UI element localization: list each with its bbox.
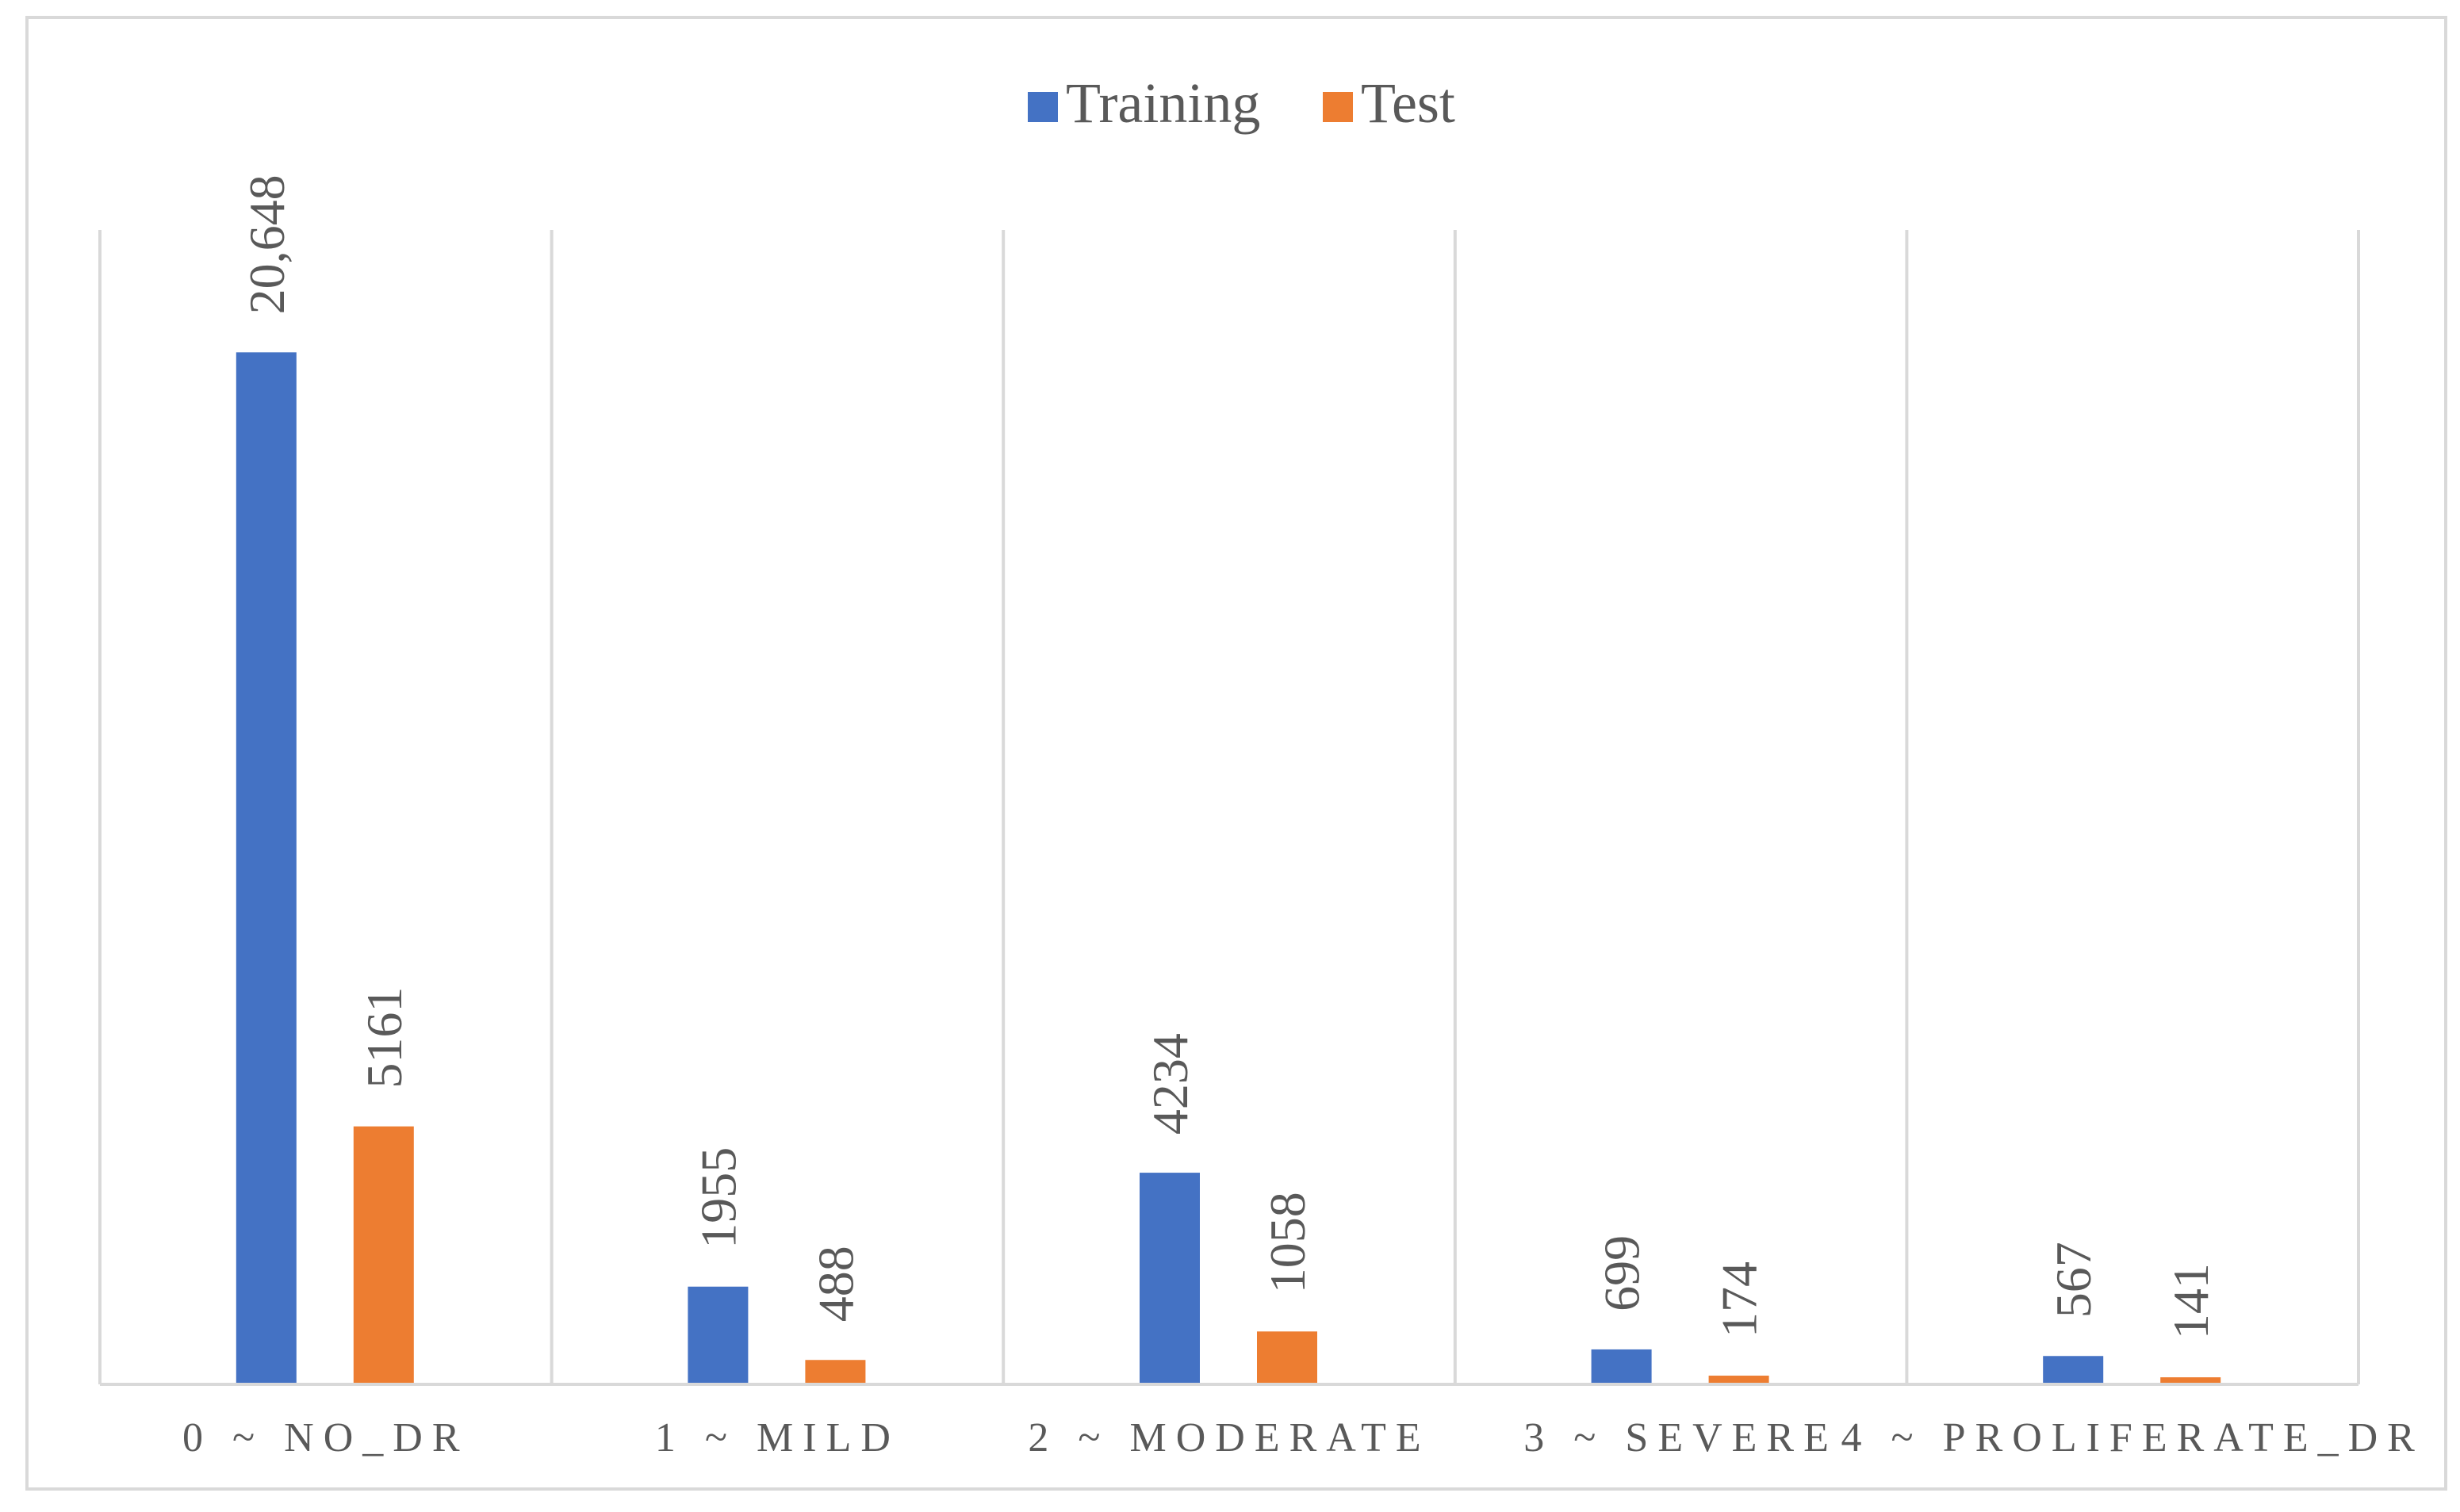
bars — [236, 352, 2221, 1384]
x-tick-label: 0 ~ NO_DR — [182, 1415, 469, 1460]
bar-training-4 — [2043, 1356, 2104, 1384]
data-label-test-0: 5161 — [356, 987, 412, 1089]
data-label-test-4: 141 — [2163, 1263, 2219, 1339]
data-label-training-1: 1955 — [690, 1147, 746, 1249]
x-tick-label: 1 ~ MILD — [655, 1415, 900, 1460]
legend-swatch-training — [1028, 92, 1058, 122]
data-label-test-3: 174 — [1711, 1261, 1768, 1338]
legend-label-test: Test — [1361, 71, 1455, 135]
category-gridlines — [98, 230, 2360, 1384]
x-tick-label: 2 ~ MODERATE — [1028, 1415, 1430, 1460]
x-tick-label: 4 ~ PROLIFERATE_DR — [1841, 1415, 2424, 1460]
bar-training-3 — [1591, 1349, 1652, 1384]
data-label-training-3: 699 — [1594, 1235, 1650, 1311]
chart-frame — [25, 16, 2447, 1491]
data-label-training-2: 4234 — [1142, 1033, 1198, 1135]
legend-swatch-test — [1323, 92, 1353, 122]
bar-training-1 — [688, 1286, 749, 1384]
bar-test-2 — [1257, 1331, 1317, 1384]
data-label-training-4: 567 — [2045, 1242, 2102, 1318]
data-label-test-2: 1058 — [1259, 1192, 1316, 1293]
x-axis: 0 ~ NO_DR 1 ~ MILD 2 ~ MODERATE 3 ~ SEVERE 4… — [100, 1383, 2424, 1460]
data-label-test-1: 488 — [807, 1246, 864, 1322]
data-labels: 20,648 1955 4234 699 567 5161 488 1058 174 141 — [239, 174, 2219, 1339]
data-label-training-0: 20,648 — [239, 174, 295, 314]
bar-test-1 — [805, 1360, 866, 1384]
bar-training-2 — [1140, 1173, 1200, 1384]
legend-label-training: Training — [1066, 71, 1260, 135]
legend: Training Test — [1028, 71, 1455, 135]
bar-test-4 — [2160, 1377, 2221, 1384]
bar-training-0 — [236, 352, 297, 1384]
x-tick-label: 3 ~ SEVERE — [1523, 1415, 1838, 1460]
bar-test-0 — [353, 1126, 414, 1384]
bar-test-3 — [1708, 1376, 1769, 1384]
